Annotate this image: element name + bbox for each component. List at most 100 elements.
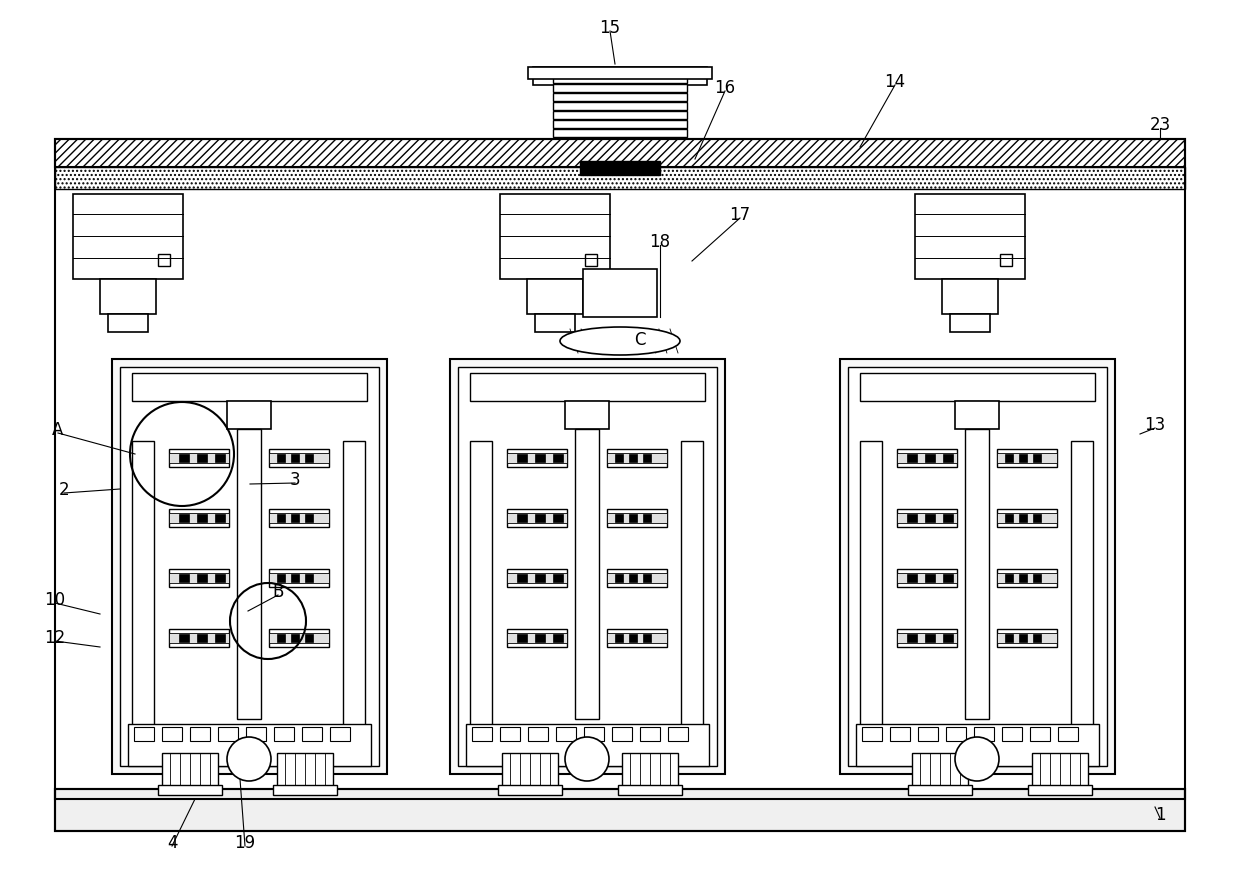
Text: 4: 4 bbox=[166, 833, 177, 851]
Bar bbox=[197, 454, 207, 462]
Bar bbox=[507, 513, 567, 524]
Bar bbox=[197, 574, 207, 582]
Bar bbox=[534, 634, 546, 642]
Bar bbox=[498, 785, 562, 795]
Bar bbox=[629, 634, 637, 642]
Bar bbox=[269, 633, 329, 643]
Bar bbox=[157, 254, 170, 267]
Bar bbox=[644, 515, 651, 523]
Bar bbox=[942, 454, 954, 462]
Text: 23: 23 bbox=[1149, 116, 1171, 134]
Bar bbox=[615, 574, 622, 582]
Bar bbox=[277, 574, 285, 582]
Bar bbox=[507, 630, 567, 647]
Bar bbox=[197, 515, 207, 523]
Bar bbox=[108, 315, 148, 332]
Bar bbox=[553, 94, 687, 102]
Bar bbox=[227, 402, 272, 430]
Bar bbox=[533, 68, 707, 86]
Bar bbox=[128, 724, 371, 766]
Bar bbox=[466, 724, 709, 766]
Bar bbox=[330, 727, 350, 741]
Bar bbox=[269, 513, 329, 524]
Bar bbox=[997, 630, 1056, 647]
Bar bbox=[472, 727, 492, 741]
Bar bbox=[1002, 727, 1022, 741]
Bar bbox=[1058, 727, 1078, 741]
Bar bbox=[925, 454, 935, 462]
Bar bbox=[507, 510, 567, 527]
Bar bbox=[1019, 634, 1027, 642]
Bar bbox=[553, 76, 687, 84]
Bar bbox=[553, 121, 687, 129]
Bar bbox=[925, 574, 935, 582]
Bar bbox=[553, 574, 563, 582]
Bar bbox=[528, 727, 548, 741]
Text: A: A bbox=[52, 420, 63, 438]
Ellipse shape bbox=[560, 328, 680, 355]
Bar bbox=[580, 162, 660, 175]
Bar bbox=[861, 374, 1095, 402]
Bar bbox=[608, 569, 667, 588]
Bar bbox=[500, 727, 520, 741]
Bar bbox=[305, 515, 312, 523]
Bar bbox=[450, 360, 725, 774]
Bar bbox=[897, 630, 957, 647]
Bar bbox=[906, 574, 918, 582]
Bar bbox=[269, 630, 329, 647]
Bar bbox=[973, 727, 994, 741]
Bar bbox=[997, 513, 1056, 524]
Bar bbox=[100, 280, 156, 315]
Bar bbox=[1030, 727, 1050, 741]
Bar bbox=[517, 454, 527, 462]
Bar bbox=[169, 569, 229, 588]
Bar bbox=[169, 510, 229, 527]
Bar bbox=[553, 103, 687, 111]
Bar bbox=[131, 441, 154, 726]
Bar bbox=[577, 739, 596, 759]
Bar bbox=[965, 430, 990, 719]
Bar bbox=[517, 574, 527, 582]
Bar bbox=[906, 515, 918, 523]
Bar bbox=[622, 753, 678, 789]
Bar bbox=[277, 515, 285, 523]
Text: 10: 10 bbox=[45, 590, 66, 609]
Bar bbox=[942, 574, 954, 582]
Bar bbox=[215, 634, 224, 642]
Bar bbox=[553, 515, 563, 523]
Bar bbox=[112, 360, 387, 774]
Bar bbox=[839, 360, 1115, 774]
Bar bbox=[343, 441, 365, 726]
Bar bbox=[55, 139, 1185, 799]
Bar bbox=[134, 727, 154, 741]
Bar bbox=[553, 130, 687, 138]
Bar bbox=[608, 513, 667, 524]
Bar bbox=[277, 634, 285, 642]
Bar bbox=[955, 402, 999, 430]
Bar bbox=[918, 727, 937, 741]
Bar bbox=[556, 727, 577, 741]
Bar bbox=[273, 785, 337, 795]
Bar bbox=[237, 430, 260, 719]
Bar bbox=[190, 727, 210, 741]
Text: B: B bbox=[273, 582, 284, 601]
Circle shape bbox=[955, 738, 999, 781]
Bar bbox=[608, 574, 667, 583]
Bar bbox=[553, 112, 687, 120]
Bar bbox=[629, 515, 637, 523]
Bar bbox=[269, 510, 329, 527]
Bar bbox=[897, 569, 957, 588]
Bar bbox=[470, 374, 706, 402]
Bar bbox=[1028, 785, 1092, 795]
Bar bbox=[911, 753, 968, 789]
Bar bbox=[897, 574, 957, 583]
Bar bbox=[179, 454, 188, 462]
Bar bbox=[613, 727, 632, 741]
Bar bbox=[131, 374, 367, 402]
Bar bbox=[169, 633, 229, 643]
Text: 19: 19 bbox=[234, 833, 255, 851]
Bar bbox=[169, 513, 229, 524]
Bar bbox=[615, 454, 622, 462]
Bar bbox=[162, 727, 182, 741]
Bar bbox=[856, 724, 1099, 766]
